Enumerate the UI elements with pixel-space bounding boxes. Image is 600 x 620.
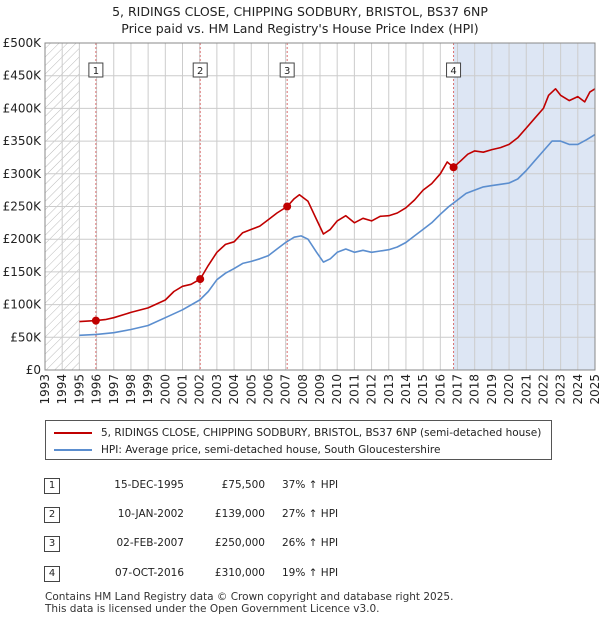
sale-date: 15-DEC-1995 — [114, 479, 184, 491]
sale-number: 1 — [44, 478, 60, 494]
sale-label: 4 — [450, 66, 456, 77]
x-tick-label: 2021 — [519, 374, 533, 405]
sale-number: 2 — [44, 507, 60, 523]
hpi-line — [79, 133, 596, 337]
sale-point — [91, 316, 100, 325]
x-tick-label: 1998 — [124, 374, 138, 405]
sale-date: 07-OCT-2016 — [115, 567, 184, 579]
y-tick-label: £0 — [26, 363, 41, 377]
plot-frame — [44, 42, 596, 371]
sale-number: 3 — [44, 536, 60, 552]
x-tick-label: 2002 — [193, 374, 207, 405]
sale-hpi-change: 26% ↑ HPI — [282, 537, 339, 549]
x-tick-label: 2023 — [554, 374, 568, 405]
legend-label-hpi: HPI: Average price, semi-detached house,… — [101, 444, 441, 456]
y-tick-label: £500K — [3, 36, 43, 50]
plot-area: 1 2 3 4 £0 £50K £100K £150K £200K £250K £300K £350K… — [3, 36, 600, 405]
y-tick-label: £350K — [3, 134, 43, 148]
sale-price: £139,000 — [214, 508, 265, 520]
sale-label-box — [446, 62, 462, 78]
footer-licence: This data is licensed under the Open Gov… — [45, 603, 380, 615]
x-tick-label: 2013 — [382, 374, 396, 405]
x-tick-label: 2012 — [365, 374, 379, 405]
x-tick-label: 2007 — [279, 374, 293, 405]
footer-copyright: Contains HM Land Registry data © Crown c… — [45, 591, 454, 603]
sale-hpi-change: 19% ↑ HPI — [282, 567, 339, 579]
legend-item-hpi: HPI: Average price, semi-detached house,… — [54, 442, 440, 458]
sale-hpi-change: 37% ↑ HPI — [282, 479, 339, 491]
sale-price: £250,000 — [214, 537, 265, 549]
x-tick-label: 2019 — [485, 374, 499, 405]
y-tick-label: £50K — [10, 330, 42, 344]
x-tick-label: 2018 — [468, 374, 482, 405]
sale-label-box — [279, 62, 295, 78]
sale-row: 1 15-DEC-1995 £75,500 37% ↑ HPI — [0, 478, 600, 498]
chart-subtitle: Price paid vs. HM Land Registry's House … — [121, 21, 479, 36]
y-tick-label: £400K — [3, 101, 43, 115]
legend: 5, RIDINGS CLOSE, CHIPPING SODBURY, BRIS… — [45, 420, 552, 460]
sale-row: 3 02-FEB-2007 £250,000 26% ↑ HPI — [0, 536, 600, 556]
x-tick-label: 2025 — [588, 374, 600, 405]
legend-label-property: 5, RIDINGS CLOSE, CHIPPING SODBURY, BRIS… — [101, 427, 542, 439]
sale-label: 3 — [284, 66, 290, 77]
x-tick-label: 2001 — [176, 374, 190, 405]
x-tick-label: 1996 — [90, 374, 104, 405]
y-tick-label: £100K — [3, 298, 43, 312]
y-tick-label: £150K — [3, 265, 43, 279]
x-tick-label: 1995 — [72, 374, 86, 405]
y-tick-label: £250K — [3, 200, 43, 214]
x-tick-label: 1993 — [38, 374, 52, 405]
x-tick-label: 2005 — [244, 374, 258, 405]
legend-swatch-property — [54, 432, 92, 434]
x-tick-label: 2011 — [347, 374, 361, 405]
sale-row: 4 07-OCT-2016 £310,000 19% ↑ HPI — [0, 566, 600, 586]
price-chart: 1 2 3 4 £0 £50K £100K £150K £200K £250K £300K £350K… — [3, 36, 600, 405]
x-tick-label: 1999 — [141, 374, 155, 405]
sale-label-box — [192, 62, 208, 78]
y-tick-label: £450K — [3, 69, 43, 83]
x-tick-label: 2009 — [313, 374, 327, 405]
sale-point — [283, 202, 292, 211]
x-tick-label: 2003 — [210, 374, 224, 405]
sale-label: 1 — [93, 66, 99, 77]
x-tick-label: 2020 — [502, 374, 516, 405]
x-tick-label: 2022 — [536, 374, 550, 405]
x-tick-label: 2000 — [158, 374, 172, 405]
sale-label-box — [88, 62, 104, 78]
x-tick-label: 2008 — [296, 374, 310, 405]
legend-swatch-hpi — [54, 449, 92, 451]
sale-hpi-change: 27% ↑ HPI — [282, 508, 339, 520]
y-tick-label: £200K — [3, 232, 43, 246]
sale-price: £75,500 — [221, 479, 265, 491]
sale-label: 2 — [197, 66, 203, 77]
x-tick-label: 2015 — [416, 374, 430, 405]
x-tick-label: 2006 — [261, 374, 275, 405]
x-tick-label: 1994 — [55, 374, 69, 405]
x-tick-label: 1997 — [107, 374, 121, 405]
x-tick-label: 2014 — [399, 374, 413, 405]
x-tick-label: 2024 — [571, 374, 585, 405]
chart-title: 5, RIDINGS CLOSE, CHIPPING SODBURY, BRIS… — [112, 4, 488, 19]
x-tick-label: 2016 — [433, 374, 447, 405]
sale-point — [449, 163, 458, 172]
legend-item-property: 5, RIDINGS CLOSE, CHIPPING SODBURY, BRIS… — [54, 425, 541, 441]
sale-date: 10-JAN-2002 — [117, 508, 184, 520]
y-tick-label: £300K — [3, 167, 43, 181]
sale-date: 02-FEB-2007 — [116, 537, 184, 549]
sale-point — [196, 275, 205, 284]
sale-row: 2 10-JAN-2002 £139,000 27% ↑ HPI — [0, 507, 600, 527]
sale-price: £310,000 — [214, 567, 265, 579]
x-tick-label: 2010 — [330, 374, 344, 405]
x-tick-label: 2017 — [451, 374, 465, 405]
sale-number: 4 — [44, 566, 60, 582]
x-tick-label: 2004 — [227, 374, 241, 405]
